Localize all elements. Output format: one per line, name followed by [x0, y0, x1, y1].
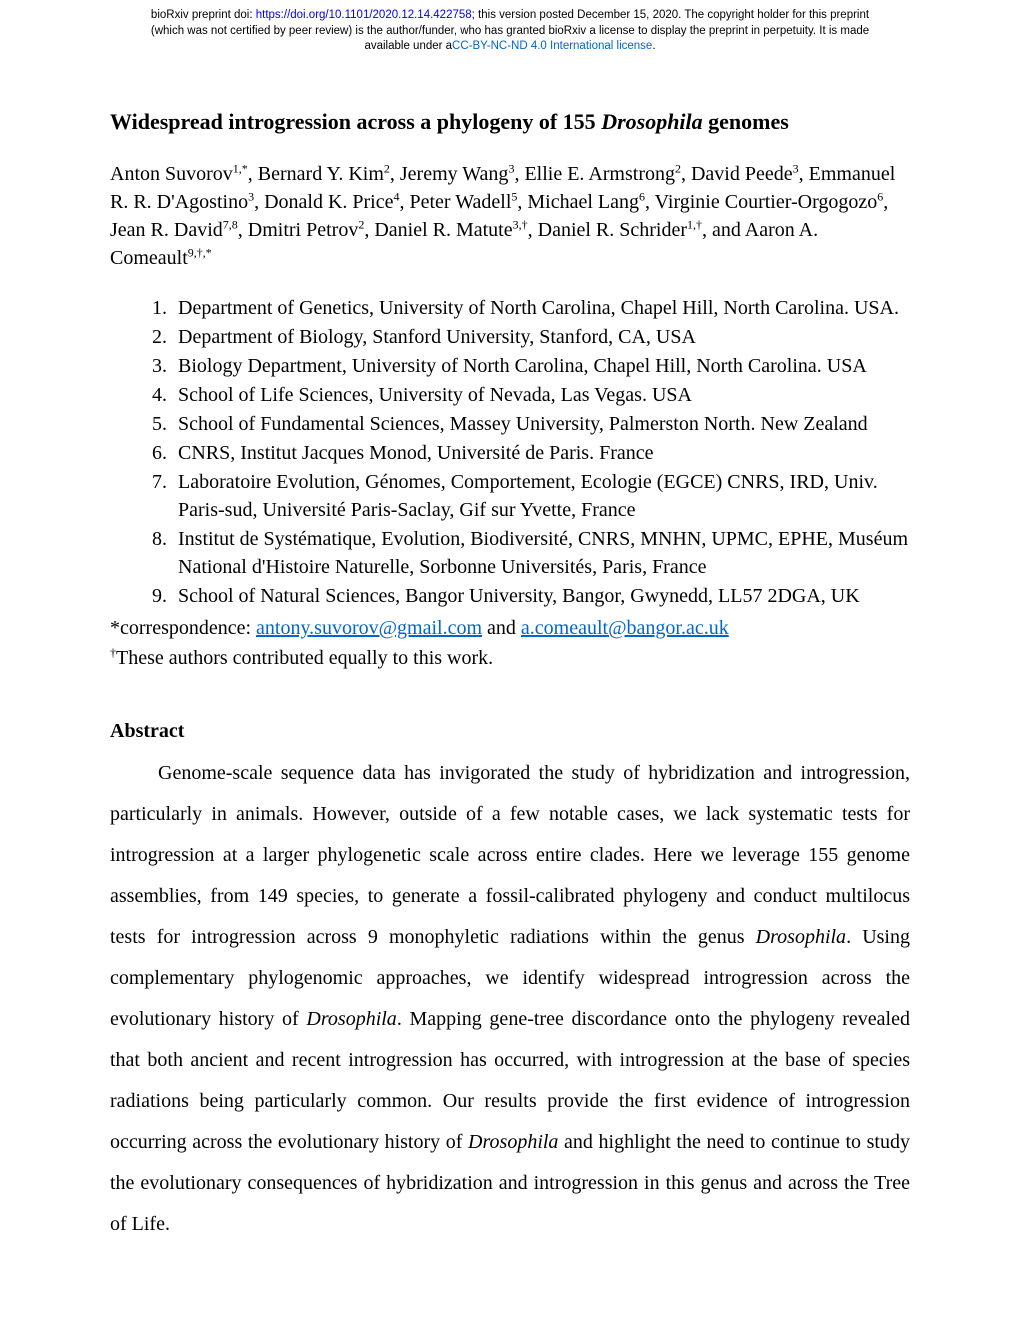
correspondence-line: *correspondence: antony.suvorov@gmail.co… [110, 614, 910, 642]
affiliation-item: Institut de Systématique, Evolution, Bio… [172, 525, 910, 581]
affiliation-item: CNRS, Institut Jacques Monod, Université… [172, 439, 910, 467]
title-part2: genomes [703, 109, 789, 134]
abstract-i3: Drosophila [468, 1131, 558, 1153]
equal-text: These authors contributed equally to thi… [116, 647, 493, 669]
banner-line3-pre: available under a [364, 40, 452, 52]
abstract-i1: Drosophila [756, 926, 846, 948]
affiliation-item: Department of Genetics, University of No… [172, 294, 910, 322]
affiliation-item: School of Life Sciences, University of N… [172, 381, 910, 409]
doi-link[interactable]: https://doi.org/10.1101/2020.12.14.42275… [256, 9, 472, 21]
affiliation-item: Department of Biology, Stanford Universi… [172, 323, 910, 351]
correspondence-email-1[interactable]: antony.suvorov@gmail.com [256, 617, 482, 639]
affiliation-item: Laboratoire Evolution, Génomes, Comporte… [172, 468, 910, 524]
correspondence-mid: and [482, 617, 521, 639]
abstract-text: Genome-scale sequence data has invigorat… [110, 753, 910, 1245]
abstract-i2: Drosophila [306, 1008, 396, 1030]
affiliation-list: Department of Genetics, University of No… [110, 294, 910, 610]
author-list: Anton Suvorov1,*, Bernard Y. Kim2, Jerem… [110, 160, 910, 272]
page-content: Widespread introgression across a phylog… [0, 59, 1020, 1306]
equal-contribution: †These authors contributed equally to th… [110, 644, 910, 672]
affiliation-item: School of Fundamental Sciences, Massey U… [172, 410, 910, 438]
paper-title: Widespread introgression across a phylog… [110, 107, 910, 137]
abstract-p1: Genome-scale sequence data has invigorat… [110, 762, 910, 948]
correspondence-email-2[interactable]: a.comeault@bangor.ac.uk [521, 617, 729, 639]
banner-line1-post: ; this version posted December 15, 2020.… [472, 9, 869, 21]
correspondence-pre: *correspondence: [110, 617, 256, 639]
title-italic: Drosophila [601, 109, 702, 134]
affiliation-item: Biology Department, University of North … [172, 352, 910, 380]
banner-line2: (which was not certified by peer review)… [151, 25, 869, 37]
license-link[interactable]: CC-BY-NC-ND 4.0 International license [452, 40, 652, 52]
affiliation-item: School of Natural Sciences, Bangor Unive… [172, 582, 910, 610]
preprint-banner: bioRxiv preprint doi: https://doi.org/10… [0, 0, 1020, 59]
abstract-heading: Abstract [110, 720, 910, 743]
banner-line1-pre: bioRxiv preprint doi: [151, 9, 256, 21]
banner-line3-post: . [652, 40, 655, 52]
title-part1: Widespread introgression across a phylog… [110, 109, 601, 134]
